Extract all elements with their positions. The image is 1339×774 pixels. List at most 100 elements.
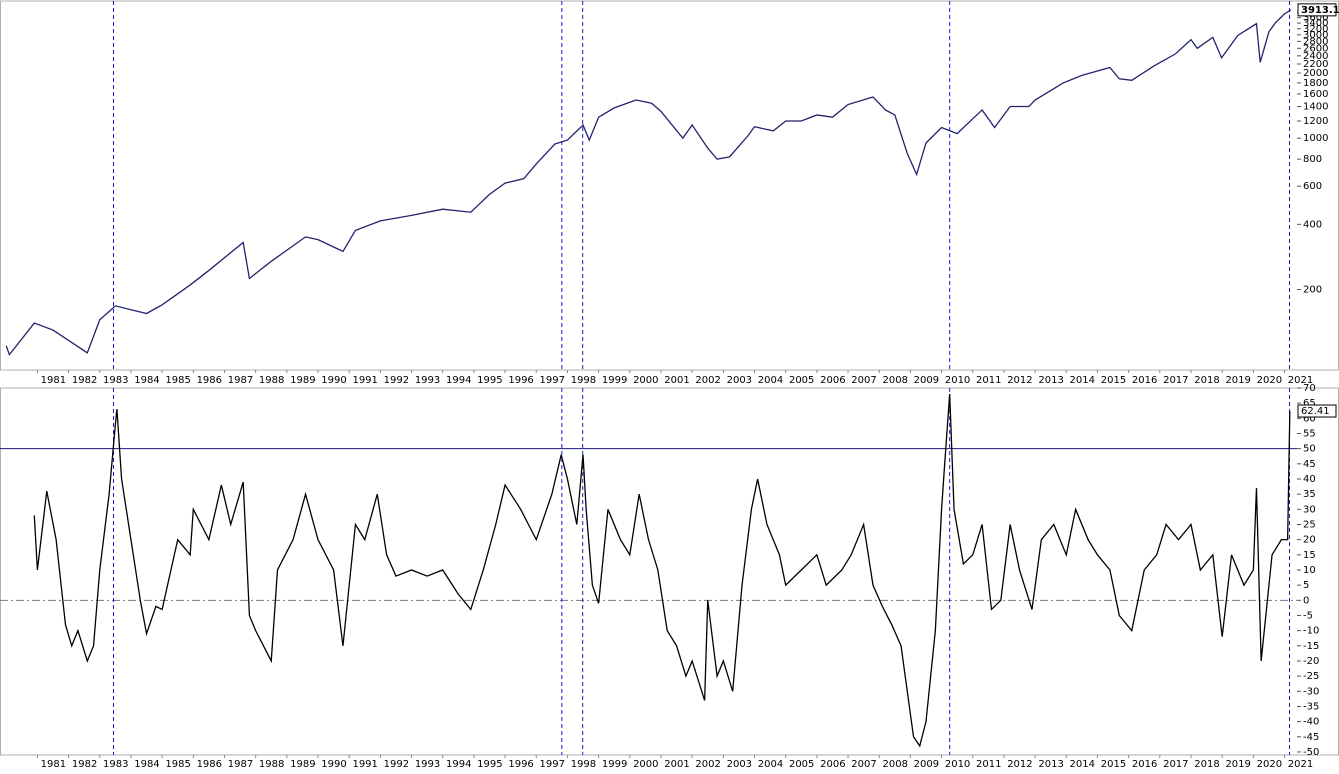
x-tick-label: 2014 [1070,759,1095,770]
y-tick-label: -35 [1303,701,1319,712]
y-tick-label: -5 [1303,610,1313,621]
x-tick-label: 2013 [1038,375,1063,386]
x-tick-label: 2015 [1101,759,1126,770]
y-tick-label: 0 [1303,595,1309,606]
x-tick-label: 1988 [259,759,284,770]
y-tick-label: 2400 [1303,51,1328,62]
y-tick-label: -50 [1303,747,1319,758]
x-tick-label: 2008 [882,375,907,386]
x-tick-label: 2013 [1038,759,1063,770]
x-tick-label: 2002 [695,375,720,386]
x-tick-label: 1989 [290,759,315,770]
x-tick-label: 1998 [571,375,596,386]
x-tick-label: 2005 [789,375,814,386]
x-tick-label: 2012 [1007,759,1032,770]
y-tick-label: -20 [1303,656,1319,667]
x-tick-label: 2018 [1194,375,1219,386]
x-tick-label: 2004 [758,375,783,386]
x-tick-label: 1983 [103,759,128,770]
x-tick-label: 2011 [976,759,1001,770]
x-tick-label: 2006 [820,759,845,770]
x-tick-label: 1986 [197,375,222,386]
price-line [5,9,1292,357]
x-tick-label: 2011 [976,375,1001,386]
x-tick-label: 1992 [384,759,409,770]
x-tick-label: 1997 [540,759,565,770]
y-tick-label: 45 [1303,459,1316,470]
y-tick-label: 10 [1303,565,1316,576]
x-tick-label: 1989 [290,375,315,386]
x-tick-label: 2004 [758,759,783,770]
x-tick-label: 1993 [415,759,440,770]
x-tick-label: 2007 [851,375,876,386]
x-tick-label: 2002 [695,759,720,770]
y-tick-label: 3000 [1303,30,1328,41]
x-tick-label: 1995 [477,759,502,770]
x-tick-label: 1981 [41,375,66,386]
x-tick-label: 1994 [446,759,471,770]
y-tick-label: 65 [1303,398,1316,409]
y-tick-label: -15 [1303,641,1319,652]
x-tick-label: 2001 [664,375,689,386]
x-tick-label: 2009 [914,375,939,386]
y-tick-label: 50 [1303,444,1316,455]
x-tick-label: 1991 [352,759,377,770]
x-tick-label: 1994 [446,375,471,386]
x-tick-label: 2007 [851,759,876,770]
y-tick-label: 40 [1303,474,1316,485]
x-tick-label: 2003 [727,375,752,386]
x-tick-label: 1987 [228,375,253,386]
x-tick-label: 2018 [1194,759,1219,770]
y-tick-label: 3400 [1303,18,1328,29]
x-tick-label: 1984 [134,759,159,770]
y-tick-label: 2800 [1303,36,1328,47]
x-tick-label: 2019 [1225,759,1250,770]
x-tick-label: 2021 [1288,375,1313,386]
y-tick-label: -30 [1303,686,1319,697]
x-tick-label: 2017 [1163,375,1188,386]
x-tick-label: 2005 [789,759,814,770]
x-tick-label: 1995 [477,375,502,386]
y-tick-label: 1600 [1303,89,1328,100]
y-tick-label: 20 [1303,535,1316,546]
x-tick-label: 2020 [1257,375,1282,386]
y-tick-label: 25 [1303,519,1316,530]
y-tick-label: 1200 [1303,116,1328,127]
y-tick-label: 2000 [1303,68,1328,79]
y-tick-label: 1800 [1303,78,1328,89]
x-tick-label: 2010 [945,375,970,386]
x-tick-label: 1982 [72,375,97,386]
x-tick-label: 1993 [415,375,440,386]
x-tick-label: 1990 [321,759,346,770]
y-tick-label: 15 [1303,550,1316,561]
x-tick-label: 2009 [914,759,939,770]
x-tick-label: 1996 [508,375,533,386]
x-tick-label: 1999 [602,375,627,386]
last-value-box [1297,404,1337,418]
x-tick-label: 2012 [1007,375,1032,386]
x-tick-label: 1983 [103,375,128,386]
x-tick-label: 2008 [882,759,907,770]
x-tick-label: 2001 [664,759,689,770]
y-tick-label: -25 [1303,671,1319,682]
y-tick-label: 5 [1303,580,1309,591]
x-tick-label: 1982 [72,759,97,770]
x-tick-label: 1984 [134,375,159,386]
x-tick-label: 1990 [321,375,346,386]
x-tick-label: 1986 [197,759,222,770]
y-tick-label: 1000 [1303,133,1328,144]
x-tick-label: 2000 [633,759,658,770]
x-tick-label: 2017 [1163,759,1188,770]
price-line [33,394,1291,748]
y-tick-label: 3200 [1303,24,1328,35]
last-value-label: 3913.10 [1301,5,1339,16]
last-value-box [1297,3,1337,17]
x-tick-label: 2020 [1257,759,1282,770]
x-tick-label: 1991 [352,375,377,386]
x-tick-label: 2016 [1132,759,1157,770]
y-tick-label: 3600 [1303,13,1328,24]
y-tick-label: -40 [1303,717,1319,728]
x-tick-label: 1996 [508,759,533,770]
x-tick-label: 1997 [540,375,565,386]
